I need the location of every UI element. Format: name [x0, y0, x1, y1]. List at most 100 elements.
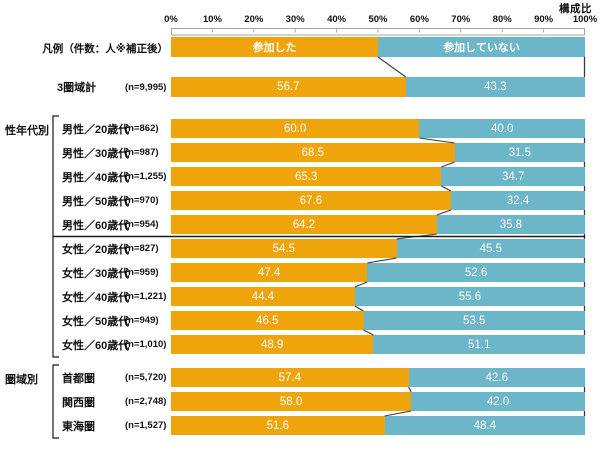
row-n-label: (n=987)	[125, 147, 159, 158]
row-label: 東海圏	[62, 420, 95, 433]
axis-tick-label: 40%	[327, 14, 347, 25]
bar-value-label: 44.4	[251, 290, 275, 303]
bar-segment-participated: 60.0	[171, 119, 420, 138]
axis-tick-label: 90%	[534, 14, 554, 25]
bar-value-label: 55.6	[458, 290, 482, 303]
bar-segment-not-participated: 43.3	[405, 77, 585, 97]
row-n-label: (n=959)	[125, 267, 159, 278]
bar-segment-participated: 44.4	[171, 287, 355, 306]
bar-segment-not-participated: 35.8	[436, 215, 585, 234]
bar-value-label: 68.5	[301, 146, 324, 159]
bar-segment-not-participated: 40.0	[419, 119, 585, 138]
row-label: 首都圏	[62, 372, 95, 385]
bar-value-label: 48.9	[261, 338, 284, 351]
bar-value-label: 51.6	[266, 419, 289, 432]
axis-tick-label: 0%	[164, 14, 178, 25]
row-label: 3圏域計	[57, 82, 97, 94]
bar-value-label: 34.7	[501, 170, 525, 183]
bar-segment-not-participated: 45.5	[396, 239, 585, 258]
group-bracket	[52, 364, 59, 439]
stacked-bar-row: 54.5 45.5	[171, 239, 585, 258]
group-label: 圏域別	[5, 374, 38, 386]
bar-value-label: 45.5	[479, 242, 502, 255]
bar-value-label: 46.5	[256, 314, 279, 327]
bar-segment-participated: 参加した	[171, 37, 378, 57]
bar-value-label: 40.0	[490, 122, 514, 135]
stacked-bar-row: 47.4 52.6	[171, 263, 585, 282]
bar-value-label: 57.4	[278, 371, 301, 384]
axis-tick-label: 100%	[572, 14, 598, 25]
bar-segment-not-participated: 42.6	[408, 368, 585, 387]
row-n-label: (n=1,010)	[125, 339, 167, 350]
row-label: 男性／30歳代	[62, 147, 130, 160]
bar-value-label: 67.6	[299, 194, 323, 207]
stacked-bar-row: 46.5 53.5	[171, 311, 585, 330]
bar-segment-participated: 64.2	[171, 215, 437, 234]
stacked-bar-row: 65.3 34.7	[171, 167, 585, 186]
stacked-bar-row: 48.9 51.1	[171, 335, 585, 354]
axis-tick-label: 30%	[285, 14, 305, 25]
stacked-bar-row: 64.2 35.8	[171, 215, 585, 234]
bar-segment-participated: 51.6	[171, 416, 385, 435]
row-n-label: (n=949)	[125, 315, 159, 326]
bar-value-label: 54.5	[272, 242, 295, 255]
row-label: 女性／40歳代	[62, 291, 130, 304]
bar-segment-participated: 58.0	[171, 392, 412, 411]
row-n-label: (n=954)	[125, 219, 159, 230]
axis-tick-label: 10%	[202, 14, 222, 25]
bar-value-label: 58.0	[279, 395, 303, 408]
bar-segment-not-participated: 52.6	[367, 263, 585, 282]
axis-tick-label: 70%	[451, 14, 471, 25]
stacked-bar-row: 44.4 55.6	[171, 287, 585, 306]
bar-segment-participated: 54.5	[171, 239, 397, 258]
axis-tick-label: 60%	[409, 14, 429, 25]
row-n-label: (n=5,720)	[125, 372, 167, 383]
row-label: 関西圏	[62, 396, 95, 409]
bar-value-label: 32.4	[506, 194, 530, 207]
x-axis: 0% 10% 20% 30% 40% 50% 60% 70% 80% 90% 100%	[0, 14, 600, 27]
bar-segment-participated: 48.9	[171, 335, 374, 354]
row-label: 男性／20歳代	[62, 123, 130, 136]
axis-tick-label: 80%	[492, 14, 512, 25]
bar-segment-not-participated: 55.6	[354, 287, 585, 306]
bar-value-label: 42.6	[485, 371, 508, 384]
stacked-bar-row: 51.6 48.4	[171, 416, 585, 435]
bar-segment-not-participated: 34.7	[441, 167, 585, 186]
row-n-label: (n=970)	[125, 195, 159, 206]
bar-segment-participated: 57.4	[171, 368, 409, 387]
bar-segment-participated: 47.4	[171, 263, 368, 282]
bar-segment-not-participated: 参加していない	[378, 37, 585, 57]
bar-segment-participated: 65.3	[171, 167, 442, 186]
bar-value-label: 51.1	[468, 338, 491, 351]
axis-ruler	[171, 28, 585, 36]
group-bracket	[52, 115, 59, 358]
chart-title: 構成比	[559, 3, 592, 15]
bar-segment-participated: 56.7	[171, 77, 406, 97]
stacked-bar-row: 58.0 42.0	[171, 392, 585, 411]
stacked-bar-row: 60.0 40.0	[171, 119, 585, 138]
bar-value-label: 52.6	[464, 266, 488, 279]
stacked-bar-row: 68.5 31.5	[171, 143, 585, 162]
bar-segment-participated: 67.6	[171, 191, 451, 210]
bar-value-label: 64.2	[292, 218, 316, 231]
row-label: 女性／60歳代	[62, 339, 130, 352]
bar-value-label: 47.4	[257, 266, 281, 279]
axis-tick-label: 20%	[244, 14, 264, 25]
bar-value-label: 60.0	[284, 122, 307, 135]
row-n-label: (n=1,527)	[125, 420, 167, 431]
row-n-label: (n=9,995)	[125, 81, 167, 93]
group-label: 性年代別	[5, 125, 49, 137]
row-label: 女性／50歳代	[62, 315, 130, 328]
bar-segment-not-participated: 48.4	[384, 416, 585, 435]
row-label: 男性／50歳代	[62, 195, 130, 208]
row-label: 女性／30歳代	[62, 267, 130, 280]
bar-value-label: 65.3	[294, 170, 318, 183]
bar-segment-not-participated: 51.1	[373, 335, 585, 354]
bar-value-label: 48.4	[473, 419, 496, 432]
series-connector-line	[377, 56, 407, 78]
bar-segment-not-participated: 53.5	[363, 311, 585, 330]
bar-segment-not-participated: 42.0	[411, 392, 585, 411]
bar-segment-participated: 46.5	[171, 311, 364, 330]
row-n-label: (n=2,748)	[125, 396, 167, 407]
axis-tick-label: 50%	[368, 14, 388, 25]
